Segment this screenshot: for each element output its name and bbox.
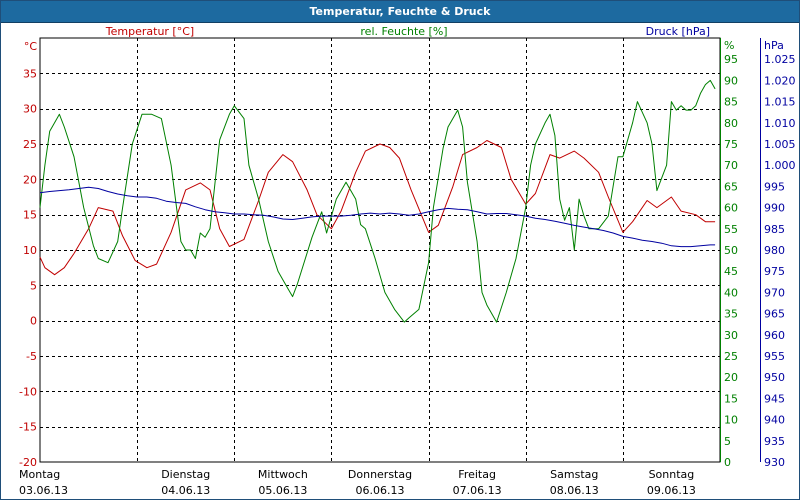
- day-weekday-label: Samstag: [550, 468, 598, 481]
- pressure-line: [39, 186, 716, 248]
- temperature-unit-label: °C: [24, 40, 38, 53]
- humidity-tick-label: 70: [724, 159, 738, 172]
- humidity-tick-label: 5: [724, 435, 731, 448]
- pressure-tick-label: 1.005: [764, 138, 796, 151]
- humidity-tick-label: 35: [724, 308, 738, 321]
- day-weekday-label: Freitag: [458, 468, 496, 481]
- humidity-tick-label: 55: [724, 223, 738, 236]
- day-date-label: 06.06.13: [356, 484, 405, 497]
- series-name-label: rel. Feuchte [%]: [360, 25, 447, 38]
- pressure-tick-label: 990: [764, 202, 785, 215]
- pressure-tick-label: 950: [764, 371, 785, 384]
- humidity-tick-label: 20: [724, 371, 738, 384]
- humidity-tick-label: 10: [724, 414, 738, 427]
- day-labels: Montag 03.06.13 Dienstag 04.06.13 Mittwoch 05…: [19, 468, 696, 497]
- humidity-tick-label: 65: [724, 180, 738, 193]
- humidity-tick-label: 90: [724, 74, 738, 87]
- series-labels: Temperatur [°C] rel. Feuchte [%] Druck [hP…: [105, 25, 710, 38]
- day-date-label: 03.06.13: [19, 484, 68, 497]
- pressure-tick-label: 945: [764, 392, 785, 405]
- temperature-tick-label: 0: [30, 315, 37, 328]
- day-weekday-label: Mittwoch: [258, 468, 308, 481]
- pressure-tick-label: 1.015: [764, 96, 796, 109]
- axes: [39, 37, 761, 463]
- pressure-tick-label: 935: [764, 435, 785, 448]
- humidity-tick-label: 40: [724, 286, 738, 299]
- series-name-label: Druck [hPa]: [646, 25, 710, 38]
- pressure-tick-label: 980: [764, 244, 785, 257]
- series-lines: [39, 79, 716, 323]
- temperature-tick-label: -15: [19, 421, 37, 434]
- temperature-tick-label: 10: [23, 244, 37, 257]
- temperature-tick-label: -20: [19, 456, 37, 469]
- pressure-tick-label: 965: [764, 308, 785, 321]
- day-weekday-label: Montag: [19, 468, 60, 481]
- day-date-label: 09.06.13: [647, 484, 696, 497]
- day-weekday-label: Donnerstag: [348, 468, 412, 481]
- day-date-label: 07.06.13: [453, 484, 502, 497]
- humidity-tick-labels: 0 5 10 15 20 25 30 35 40 45 50 55 60 65 70 75 80 85 90 95%: [724, 39, 738, 469]
- humidity-tick-label: 30: [724, 329, 738, 342]
- day-date-label: 04.06.13: [161, 484, 210, 497]
- pressure-tick-label: 930: [764, 456, 785, 469]
- pressure-unit-label: hPa: [764, 39, 784, 52]
- humidity-tick-label: 25: [724, 350, 738, 363]
- pressure-tick-label: 940: [764, 414, 785, 427]
- day-date-label: 08.06.13: [550, 484, 599, 497]
- day-weekday-label: Sonntag: [649, 468, 695, 481]
- temperature-tick-labels: -20 -15 -10 -5 0 5 10 15 20 25 30 35 °C: [19, 40, 37, 469]
- temperature-tick-label: -5: [26, 350, 37, 363]
- humidity-tick-label: 95: [724, 53, 738, 66]
- pressure-tick-label: 1.020: [764, 74, 796, 87]
- pressure-tick-label: 985: [764, 223, 785, 236]
- humidity-tick-label: 75: [724, 138, 738, 151]
- temperature-tick-label: 25: [23, 138, 37, 151]
- humidity-tick-label: 0: [724, 456, 731, 469]
- temperature-tick-label: 15: [23, 209, 37, 222]
- pressure-tick-label: 970: [764, 286, 785, 299]
- temperature-tick-label: 20: [23, 173, 37, 186]
- temperature-tick-label: 30: [23, 103, 37, 116]
- pressure-tick-label: 1.000: [764, 159, 796, 172]
- humidity-tick-label: 85: [724, 96, 738, 109]
- pressure-tick-label: 995: [764, 180, 785, 193]
- day-weekday-label: Dienstag: [161, 468, 210, 481]
- pressure-tick-label: 975: [764, 265, 785, 278]
- humidity-tick-label: 50: [724, 244, 738, 257]
- temperature-tick-label: 35: [23, 67, 37, 80]
- pressure-tick-label: 1.025: [764, 53, 796, 66]
- pressure-tick-labels: 930 935 940 945 950 955 960 965 970 975 980 985 990 9…: [764, 39, 796, 469]
- temperature-line: [39, 140, 716, 276]
- humidity-tick-label: 60: [724, 202, 738, 215]
- humidity-tick-label: 15: [724, 392, 738, 405]
- day-date-label: 05.06.13: [258, 484, 307, 497]
- humidity-unit-label: %: [724, 39, 734, 52]
- temperature-tick-label: 5: [30, 279, 37, 292]
- chart-title: Temperatur, Feuchte & Druck: [1, 1, 799, 23]
- pressure-tick-label: 960: [764, 329, 785, 342]
- series-name-label: Temperatur [°C]: [105, 25, 194, 38]
- humidity-tick-label: 45: [724, 265, 738, 278]
- humidity-line: [39, 79, 716, 323]
- pressure-tick-label: 955: [764, 350, 785, 363]
- pressure-tick-label: 1.010: [764, 117, 796, 130]
- temperature-tick-label: -10: [19, 385, 37, 398]
- humidity-tick-label: 80: [724, 117, 738, 130]
- grid-lines: [40, 38, 720, 462]
